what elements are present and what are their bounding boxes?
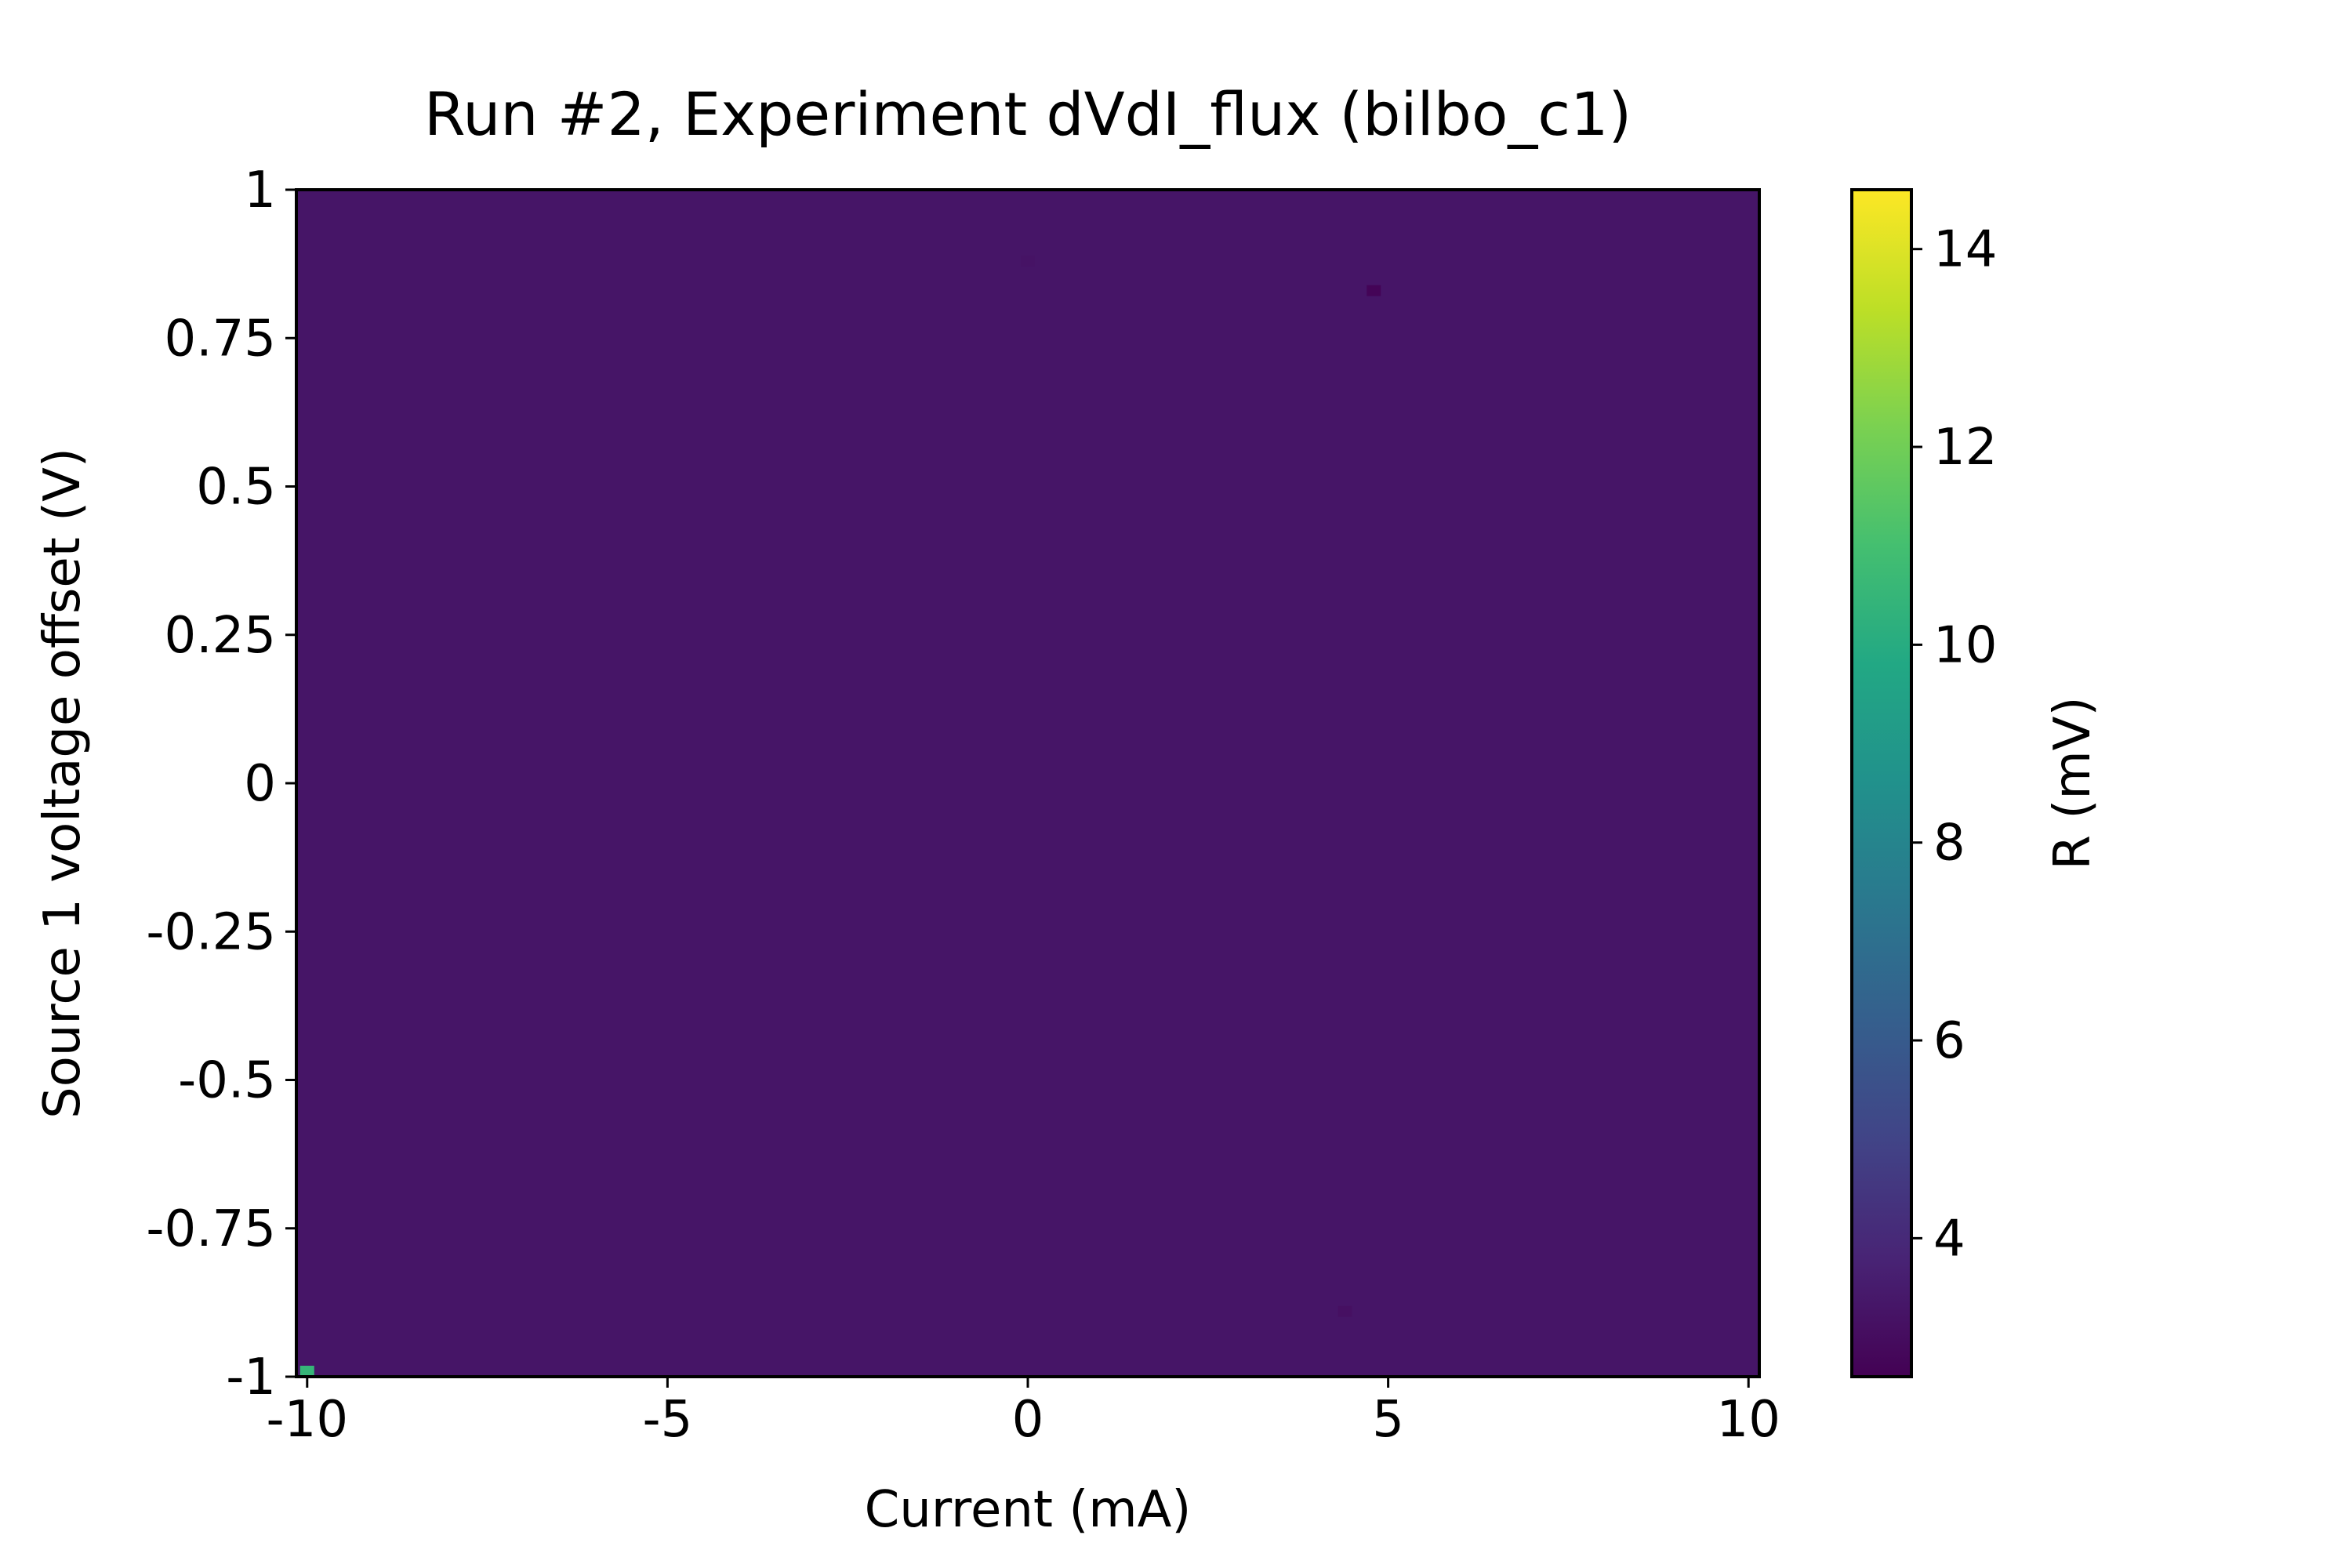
colorbar-ticks: 4 6 8 10 12 14 bbox=[1911, 221, 1997, 1268]
heatmap-cell bbox=[1338, 1305, 1352, 1317]
y-tick-label: -0.25 bbox=[146, 903, 276, 961]
y-tick-label: 1 bbox=[244, 162, 276, 220]
x-axis-ticks: -10 -5 0 5 10 bbox=[267, 1377, 1780, 1449]
y-tick-label: 0.5 bbox=[196, 459, 276, 517]
y-tick-label: -0.75 bbox=[146, 1200, 276, 1258]
colorbar-tick-label: 4 bbox=[1933, 1210, 1965, 1268]
colorbar-tick-label: 6 bbox=[1933, 1012, 1965, 1070]
y-axis-ticks: 1 0.75 0.5 0.25 0 -0.25 -0.5 -0.75 -1 bbox=[146, 162, 296, 1406]
y-tick-label: 0.25 bbox=[165, 607, 277, 665]
heatmap-cell bbox=[1367, 285, 1381, 296]
x-tick-label: 5 bbox=[1372, 1391, 1404, 1449]
x-axis-label: Current (mA) bbox=[865, 1481, 1192, 1539]
heatmap-cell bbox=[299, 1366, 314, 1377]
y-tick-label: 0.75 bbox=[165, 310, 277, 368]
colorbar-tick-label: 10 bbox=[1933, 616, 1997, 674]
colorbar-tick-label: 12 bbox=[1933, 419, 1997, 477]
chart-title: Run #2, Experiment dVdI_flux (bilbo_c1) bbox=[424, 79, 1632, 149]
colorbar-tick-label: 14 bbox=[1933, 221, 1997, 279]
colorbar bbox=[1850, 188, 1913, 1378]
colorbar-label: R (mV) bbox=[2044, 697, 2102, 870]
x-tick-label: 10 bbox=[1716, 1391, 1780, 1449]
y-tick-label: -0.5 bbox=[178, 1052, 276, 1110]
y-tick-label: 0 bbox=[244, 755, 276, 813]
x-tick-label: -5 bbox=[642, 1391, 692, 1449]
heatmap-features bbox=[299, 255, 1381, 1377]
x-tick-label: 0 bbox=[1012, 1391, 1044, 1449]
y-tick-label: -1 bbox=[226, 1348, 276, 1406]
x-tick-label: -10 bbox=[267, 1391, 349, 1449]
heatmap-cell bbox=[1021, 255, 1035, 267]
colorbar-tick-label: 8 bbox=[1933, 815, 1965, 873]
heatmap-area bbox=[296, 190, 1759, 1377]
y-axis-label: Source 1 voltage offset (V) bbox=[34, 448, 92, 1119]
